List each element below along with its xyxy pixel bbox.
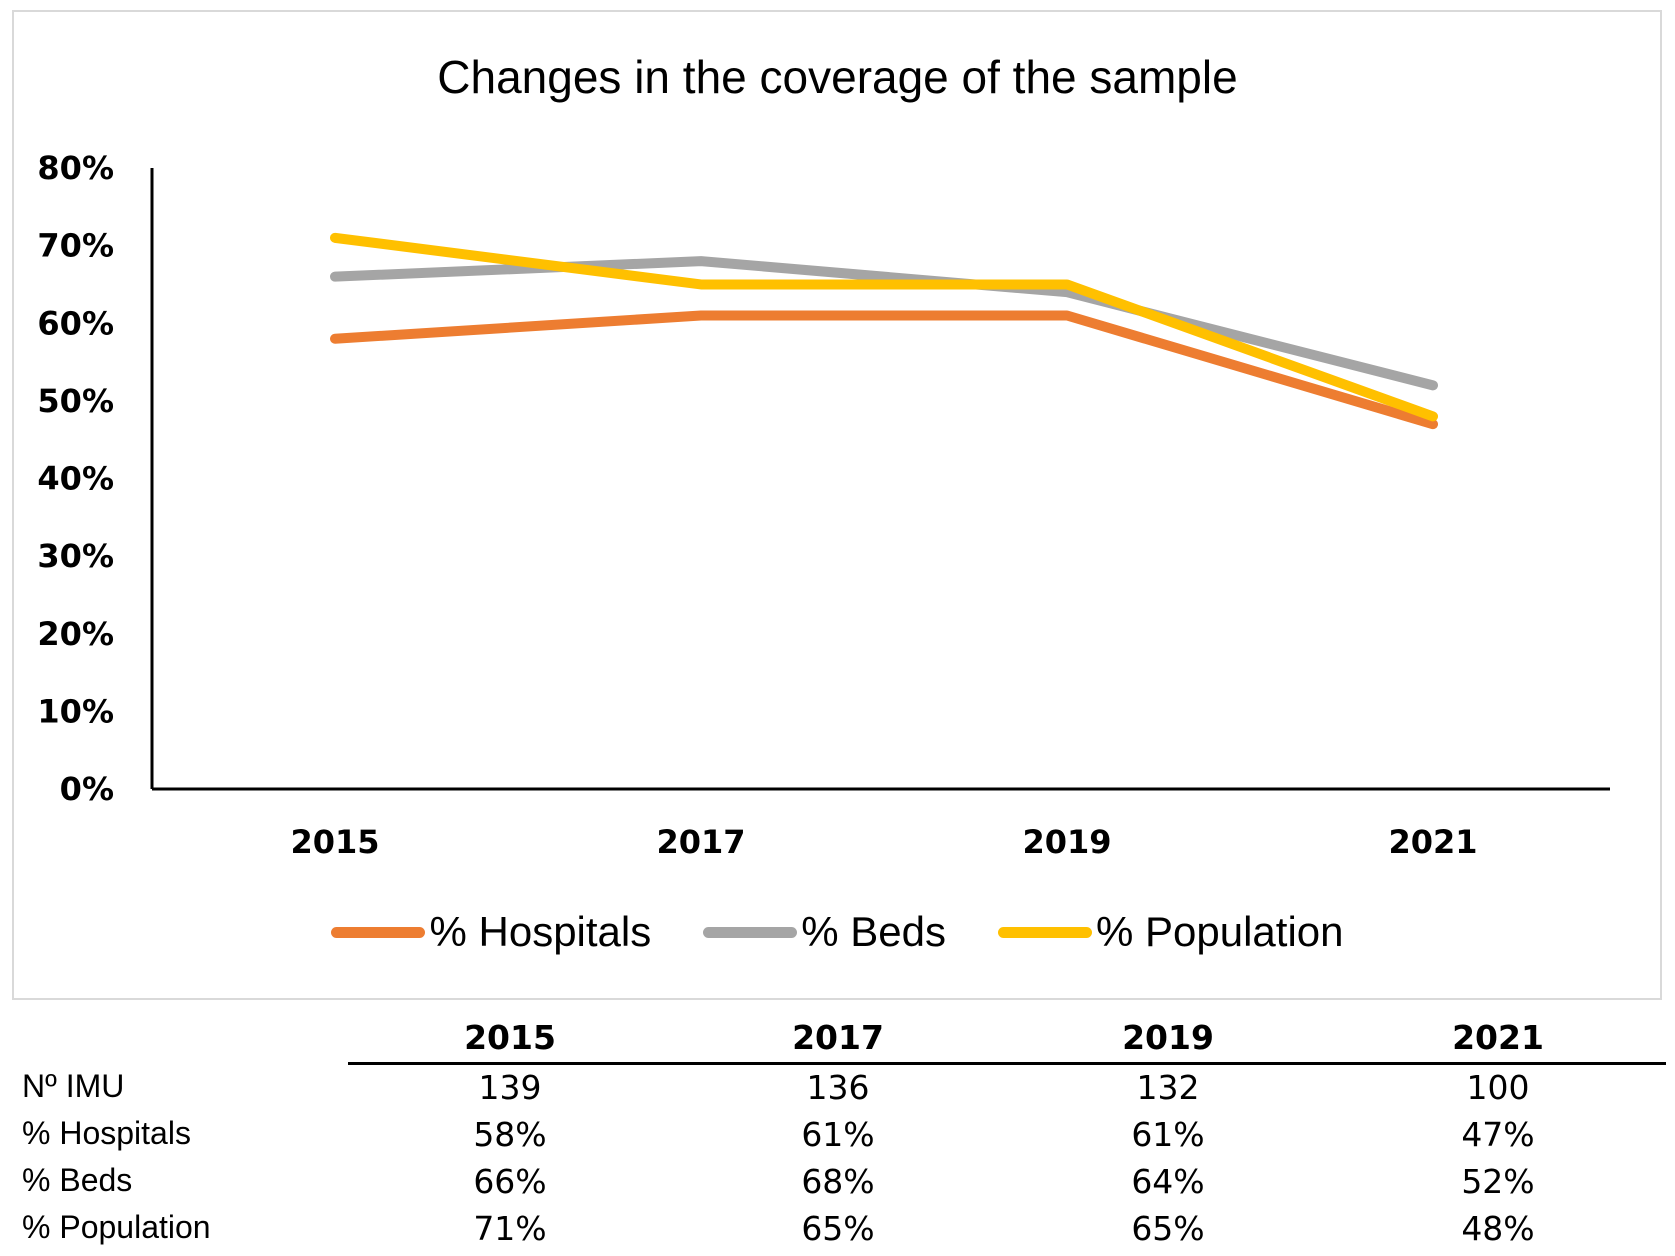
x-tick-label: 2019 <box>1022 823 1111 861</box>
x-tick-label: 2015 <box>290 823 379 861</box>
table-cell: 47% <box>1461 1115 1535 1154</box>
table-cell: 58% <box>473 1115 547 1154</box>
table-row: Nº IMU 139 136 132 100 <box>0 1068 1675 1115</box>
row-label: % Beds <box>22 1162 133 1198</box>
series-line-beds <box>330 256 1438 391</box>
legend-item-beds: % Beds <box>703 908 946 956</box>
series-line-hospitals <box>330 310 1438 430</box>
table-row: % Hospitals 58% 61% 61% 47% <box>0 1115 1675 1162</box>
row-label: % Hospitals <box>22 1115 191 1151</box>
x-tick-label: 2017 <box>656 823 745 861</box>
table-header-row: 2015 2017 2019 2021 <box>0 1018 1675 1066</box>
y-tick-label: 10% <box>37 692 114 730</box>
table-cell: 52% <box>1461 1162 1535 1201</box>
row-label: Nº IMU <box>22 1068 125 1104</box>
table-header-2019: 2019 <box>1122 1018 1214 1057</box>
y-axis-ticks: 0% 10% 20% 30% 40% 50% 60% 70% 80% <box>37 149 114 808</box>
x-axis-ticks: 2015 2017 2019 2021 <box>290 823 1477 861</box>
legend-swatch-population <box>998 926 1092 938</box>
table-header-2015: 2015 <box>464 1018 556 1057</box>
legend-label-beds: % Beds <box>801 908 946 955</box>
legend-label-hospitals: % Hospitals <box>429 908 652 955</box>
table-cell: 66% <box>473 1162 547 1201</box>
chart-title: Changes in the coverage of the sample <box>437 51 1238 103</box>
y-tick-label: 70% <box>37 227 114 265</box>
table-cell: 61% <box>801 1115 875 1154</box>
table-cell: 71% <box>473 1209 547 1248</box>
series-lines <box>330 232 1438 430</box>
table-cell: 68% <box>801 1162 875 1201</box>
x-tick-label: 2021 <box>1388 823 1477 861</box>
table-cell: 65% <box>1131 1209 1205 1248</box>
series-line-population <box>330 232 1438 422</box>
table-header-2021: 2021 <box>1452 1018 1544 1057</box>
y-tick-label: 30% <box>37 537 114 575</box>
table-cell: 48% <box>1461 1209 1535 1248</box>
table-cell: 61% <box>1131 1115 1205 1154</box>
legend-swatch-hospitals <box>331 926 426 938</box>
table-cell: 136 <box>806 1068 870 1107</box>
table-cell: 64% <box>1131 1162 1205 1201</box>
y-tick-label: 40% <box>37 460 114 498</box>
chart-frame <box>12 10 1662 1000</box>
table-header-2017: 2017 <box>792 1018 884 1057</box>
y-tick-label: 0% <box>60 770 114 808</box>
legend-item-hospitals: % Hospitals <box>331 908 651 956</box>
table-row: % Population 71% 65% 65% 48% <box>0 1209 1675 1256</box>
table-row: % Beds 66% 68% 64% 52% <box>0 1162 1675 1209</box>
y-tick-label: 50% <box>37 382 114 420</box>
table-cell: 65% <box>801 1209 875 1248</box>
row-label: % Population <box>22 1209 211 1245</box>
table-cell: 139 <box>478 1068 542 1107</box>
legend-label-population: % Population <box>1096 908 1344 955</box>
line-chart: 0%10%20%30%40%50%60%70%80% 2015 2017 2019 2… <box>37 149 1610 861</box>
table-cell: 132 <box>1136 1068 1200 1107</box>
table-header-rule <box>348 1062 1666 1065</box>
y-tick-label: 20% <box>37 615 114 653</box>
legend-item-population: % Population <box>998 908 1344 956</box>
y-tick-label: 60% <box>37 304 114 342</box>
legend: % Hospitals % Beds % Population <box>0 908 1675 956</box>
y-tick-label: 80% <box>37 149 114 187</box>
legend-swatch-beds <box>703 926 798 938</box>
table-cell: 100 <box>1466 1068 1530 1107</box>
